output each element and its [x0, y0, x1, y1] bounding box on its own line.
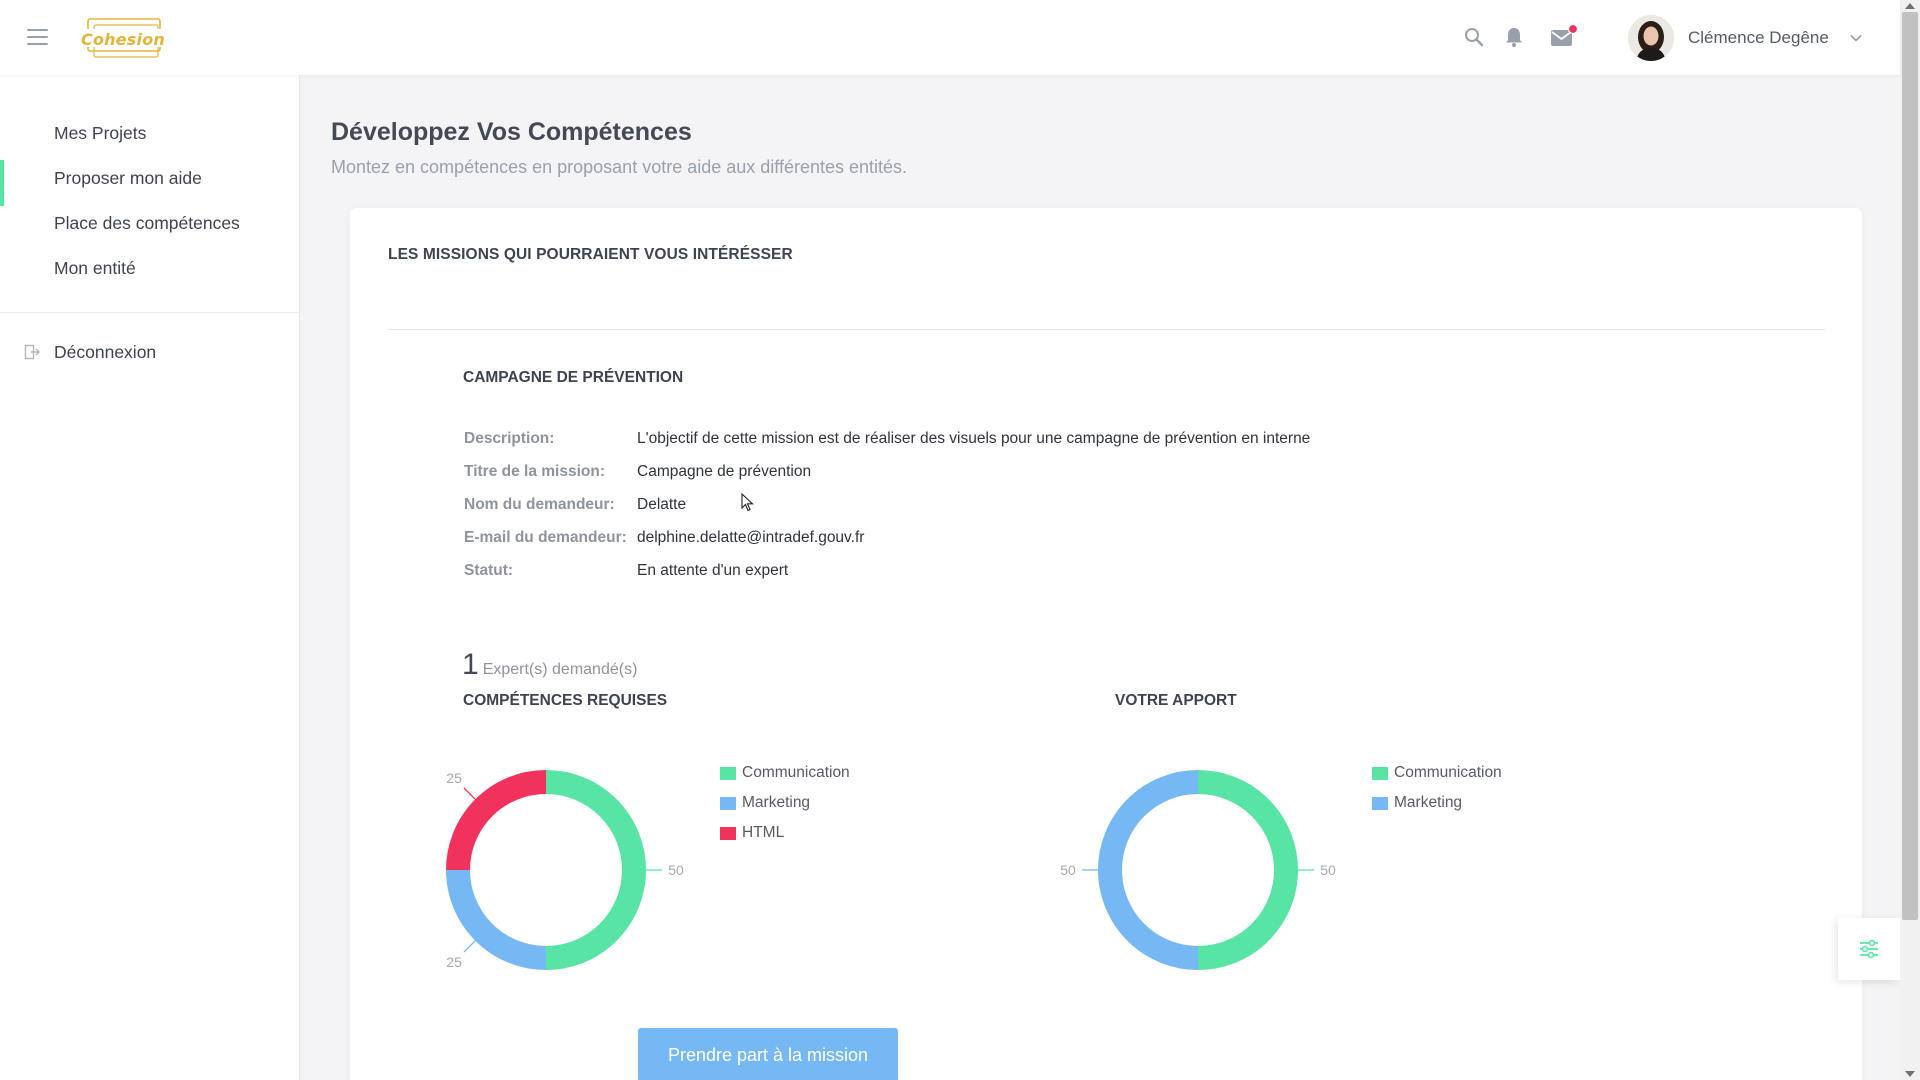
legend-swatch	[720, 796, 736, 810]
experts-count: 1 Expert(s) demandé(s)	[462, 648, 637, 682]
detail-value: En attente d'un expert	[637, 562, 789, 579]
donut-slice-marketing[interactable]	[446, 869, 547, 970]
legend-item-marketing[interactable]: Marketing	[1372, 788, 1502, 818]
user-menu[interactable]: Clémence Degêne	[1628, 15, 1863, 61]
legend-swatch	[720, 826, 736, 840]
logout-icon	[24, 344, 40, 360]
experts-label: Expert(s) demandé(s)	[482, 661, 638, 678]
detail-value: delphine.delatte@intradef.gouv.fr	[637, 529, 865, 546]
card-title: LES MISSIONS QUI POURRAIENT VOUS INTÉRÉS…	[388, 246, 793, 263]
chart-legend: Communication Marketing	[1372, 758, 1502, 818]
legend-label: Marketing	[742, 794, 811, 811]
app-logo[interactable]: Cohesion	[80, 17, 166, 59]
slice-value-label: 25	[446, 954, 462, 970]
donut-slice-communication[interactable]	[545, 770, 646, 970]
chart-votre-apport: 50 50 Communication Marketing	[1060, 718, 1534, 1008]
mail-icon[interactable]	[1550, 24, 1578, 50]
detail-value: Campagne de prévention	[637, 463, 812, 480]
legend-label: Communication	[742, 764, 850, 781]
donut-slice-communication[interactable]	[1197, 770, 1298, 970]
chart-title-competences: COMPÉTENCES REQUISES	[463, 692, 668, 709]
join-mission-button[interactable]: Prendre part à la mission	[638, 1028, 898, 1080]
slice-value-label: 25	[446, 770, 462, 786]
logout-label: Déconnexion	[54, 342, 157, 362]
detail-label: Nom du demandeur:	[464, 496, 615, 513]
legend-item-communication[interactable]: Communication	[720, 758, 850, 788]
logo-text: Cohesion	[81, 30, 165, 49]
user-name: Clémence Degêne	[1688, 28, 1829, 47]
sidebar-item-mes-projets[interactable]: Mes Projets	[0, 115, 300, 151]
mouse-cursor-icon	[741, 493, 754, 512]
sidebar-divider	[0, 312, 300, 313]
detail-value: Delatte	[637, 496, 687, 513]
slice-value-label: 50	[1320, 862, 1336, 878]
slice-leader-line	[463, 787, 476, 800]
settings-fab[interactable]	[1838, 918, 1900, 980]
sidebar: Mes Projets Proposer mon aide Place des …	[0, 75, 300, 1080]
detail-label: Titre de la mission:	[464, 463, 605, 480]
page-subtitle: Montez en compétences en proposant votre…	[331, 157, 908, 177]
legend-swatch	[720, 766, 736, 780]
experts-number: 1	[462, 648, 479, 681]
bell-icon[interactable]	[1503, 26, 1525, 48]
avatar	[1628, 15, 1674, 61]
detail-value: L'objectif de cette mission est de réali…	[637, 430, 1311, 447]
sidebar-item-label: Mes Projets	[54, 123, 147, 143]
donut-chart-apport: 50 50	[1060, 770, 1336, 970]
chart-legend: Communication Marketing HTML	[720, 758, 850, 848]
legend-item-marketing[interactable]: Marketing	[720, 788, 850, 818]
scroll-down-arrow[interactable]	[1905, 1071, 1915, 1077]
donut-slice-marketing[interactable]	[1098, 770, 1199, 970]
missions-card: LES MISSIONS QUI POURRAIENT VOUS INTÉRÉS…	[350, 208, 1862, 1080]
legend-item-communication[interactable]: Communication	[1372, 758, 1502, 788]
legend-swatch	[1372, 796, 1388, 810]
chart-competences-requises: 50 25 25 Communication Marketing HTML	[422, 718, 882, 1008]
scroll-up-arrow[interactable]	[1905, 3, 1915, 9]
top-header: Cohesion Clémence Degêne	[0, 0, 1900, 75]
sidebar-item-deconnexion[interactable]: Déconnexion	[0, 334, 300, 370]
sidebar-item-place-des-competences[interactable]: Place des compétences	[0, 205, 300, 241]
detail-label: E-mail du demandeur:	[464, 529, 627, 546]
chart-title-apport: VOTRE APPORT	[1115, 692, 1237, 709]
slice-value-label: 50	[1060, 862, 1076, 878]
slice-value-label: 50	[668, 862, 684, 878]
legend-label: HTML	[742, 824, 785, 841]
slice-leader-line	[463, 940, 476, 953]
sidebar-item-label: Proposer mon aide	[54, 168, 202, 188]
scroll-thumb[interactable]	[1902, 12, 1918, 920]
donut-chart-competences: 50 25 25	[446, 770, 684, 970]
sidebar-item-label: Mon entité	[54, 258, 136, 278]
menu-icon[interactable]	[27, 29, 48, 47]
detail-label: Statut:	[464, 562, 514, 579]
donut-slice-html[interactable]	[446, 770, 547, 871]
legend-item-html[interactable]: HTML	[720, 818, 850, 848]
sidebar-item-mon-entite[interactable]: Mon entité	[0, 250, 300, 286]
detail-label: Description:	[464, 430, 555, 447]
mission-heading: CAMPAGNE DE PRÉVENTION	[463, 369, 684, 386]
legend-swatch	[1372, 766, 1388, 780]
card-divider	[388, 329, 1825, 330]
sidebar-item-label: Place des compétences	[54, 213, 240, 233]
page-title: Développez Vos Compétences	[331, 118, 692, 146]
legend-label: Communication	[1394, 764, 1502, 781]
search-icon[interactable]	[1463, 26, 1485, 48]
legend-label: Marketing	[1394, 794, 1463, 811]
sliders-icon	[1860, 939, 1878, 959]
chevron-down-icon[interactable]	[1849, 31, 1863, 45]
page-scrollbar[interactable]	[1900, 0, 1920, 1080]
sidebar-item-proposer-mon-aide[interactable]: Proposer mon aide	[0, 160, 300, 206]
